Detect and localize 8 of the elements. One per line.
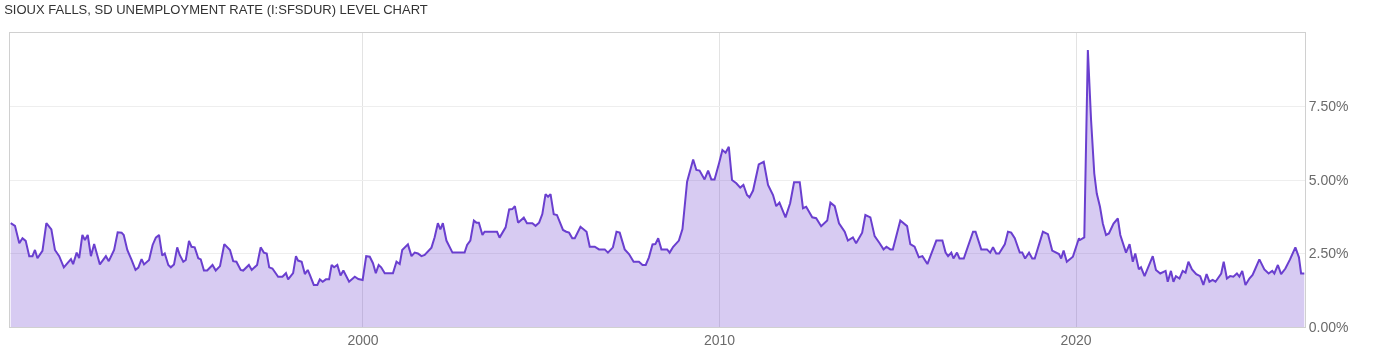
chart-title: SIOUX FALLS, SD UNEMPLOYMENT RATE (I:SFSDUR) LEVEL CHART (4, 2, 428, 18)
y-tick-label: 5.00% (1308, 171, 1349, 188)
x-tick-label: 2010 (703, 331, 736, 348)
x-tick-label: 2020 (1060, 331, 1092, 348)
y-tick-label: 7.50% (1308, 98, 1349, 115)
x-tick-label: 2000 (347, 331, 379, 348)
y-tick-label: 2.50% (1308, 245, 1349, 262)
y-tick-label: 0.00% (1308, 318, 1349, 335)
